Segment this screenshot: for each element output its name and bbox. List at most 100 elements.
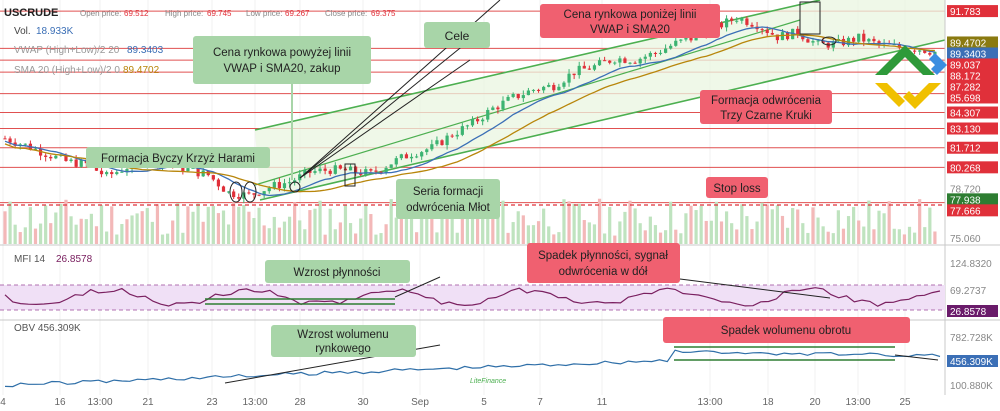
candle-body <box>420 152 424 157</box>
volume-bar <box>567 201 571 244</box>
volume-bar <box>780 215 785 244</box>
volume-bar <box>674 229 678 244</box>
volume-bar <box>587 222 591 244</box>
time-axis-label: 11 <box>597 397 608 408</box>
candle-body <box>226 191 231 193</box>
time-axis-label: 23 <box>206 397 218 408</box>
volume-bar <box>836 210 840 244</box>
candle-body <box>735 20 739 22</box>
volume-bar <box>415 232 419 244</box>
candle-body <box>323 168 327 171</box>
candle-body <box>277 182 282 189</box>
volume-bar <box>735 229 739 244</box>
obv-line <box>4 349 941 388</box>
obv-axis-label: 782.728K <box>950 333 993 344</box>
volume-bar <box>862 226 866 244</box>
candle-body <box>272 182 276 188</box>
candle-body <box>567 73 571 83</box>
candle-body <box>3 138 7 140</box>
annotation-sell-signal: Cena rynkowa poniżej linii VWAP i SMA20 <box>540 4 720 38</box>
litefinance-logo-icon <box>875 45 947 109</box>
volume-bar <box>440 203 444 244</box>
time-axis-label: 20 <box>809 397 821 408</box>
mfi-axis-label: 26.8578 <box>947 305 998 318</box>
candle-body <box>821 40 825 43</box>
hammer-text-2: odwrócenia Młot <box>406 202 491 214</box>
candle-body <box>8 138 12 143</box>
candle-body <box>496 107 500 110</box>
volume-bar <box>135 213 139 244</box>
candle-body <box>354 166 358 173</box>
candle-body <box>572 73 576 76</box>
candle-body <box>811 41 815 43</box>
time-axis-label: 18 <box>762 397 774 408</box>
candle-body <box>450 135 454 137</box>
price-axis-value: 77.938 <box>950 195 981 206</box>
mfi-value: 26.8578 <box>56 254 93 265</box>
volume-bar <box>923 227 927 244</box>
volume-bar <box>252 217 256 244</box>
volume-bar <box>684 213 688 244</box>
volume-bar <box>110 206 114 244</box>
volume-bar <box>475 211 480 244</box>
volume-bar <box>841 228 846 244</box>
candle-body <box>592 65 597 70</box>
candle-body <box>328 170 332 174</box>
low-value: 69.267 <box>285 9 310 18</box>
volume-bar <box>33 228 38 244</box>
price-axis-label: 75.060 <box>950 234 981 245</box>
volume-bar <box>597 198 602 244</box>
time-axis-label: 16 <box>54 397 66 408</box>
candle-body <box>282 183 287 189</box>
candle-body <box>724 18 729 28</box>
volume-bar <box>831 233 835 244</box>
candle-body <box>13 142 17 146</box>
hammer-marker <box>344 163 356 187</box>
candle-body <box>816 40 820 42</box>
symbol-label: USCRUDE <box>4 7 58 19</box>
volume-bar <box>455 232 459 244</box>
volume-bar <box>394 217 398 244</box>
volume-bar <box>13 224 17 244</box>
time-axis-label: 4 <box>0 397 6 408</box>
volume-bar <box>176 203 180 244</box>
volume-bar <box>216 213 221 244</box>
candle-body <box>257 194 261 196</box>
volume-bar <box>755 221 759 244</box>
candle-body <box>470 119 475 126</box>
stop-loss-text: Stop loss <box>713 183 761 195</box>
candle-body <box>216 179 221 187</box>
candle-body <box>928 52 932 55</box>
obv-drop-text: Spadek wolumenu obrotu <box>721 325 851 337</box>
price-axis-value: 75.060 <box>950 234 981 245</box>
volume-bar <box>89 213 93 244</box>
candle-body <box>79 159 83 167</box>
price-axis-value: 78.720 <box>950 184 981 195</box>
volume-bar <box>18 232 22 244</box>
time-axis-label: 21 <box>142 397 154 408</box>
volume-bar <box>196 203 200 244</box>
volume-bar <box>44 205 48 244</box>
volume-bar <box>460 203 464 244</box>
price-axis-value: 83.130 <box>950 124 981 135</box>
mfi-drop-text-2: odwrócenia w dół <box>559 266 648 278</box>
volume-bar <box>287 216 292 244</box>
volume-bar <box>516 211 520 244</box>
time-axis-label: 28 <box>294 397 306 408</box>
candle-body <box>69 159 73 162</box>
time-axis-label: 5 <box>481 397 487 408</box>
volume-bar <box>308 210 312 244</box>
price-axis-label: 77.666 <box>947 204 998 217</box>
price-axis-value: 80.268 <box>950 163 981 174</box>
candle-body <box>74 159 78 167</box>
volume-bar <box>206 206 210 244</box>
candle-body <box>379 171 383 173</box>
annotation-hammer: Seria formacji odwrócenia Młot <box>396 179 500 219</box>
candle-body <box>912 50 917 52</box>
candle-body <box>801 35 805 40</box>
candle-body <box>552 84 556 91</box>
volume-bar <box>618 221 622 244</box>
volume-bar <box>643 230 647 244</box>
